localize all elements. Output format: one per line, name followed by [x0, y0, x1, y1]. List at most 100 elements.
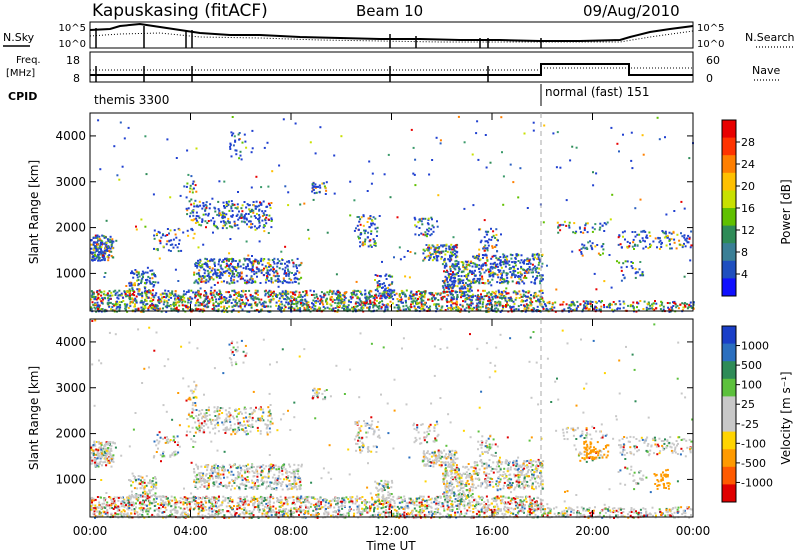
echo-cell — [282, 291, 285, 294]
echo-cell — [295, 265, 298, 268]
echo-cell — [192, 211, 195, 214]
echo-cell — [422, 307, 424, 310]
echo-cell — [601, 300, 603, 303]
echo-cell — [444, 291, 447, 293]
echo-cell — [233, 220, 236, 223]
echo-cell — [195, 272, 198, 275]
echo-cell — [448, 284, 451, 287]
echo-cell — [484, 244, 487, 247]
echo-cell — [232, 278, 235, 281]
echo-cell — [279, 303, 282, 306]
echo-cell — [226, 269, 229, 272]
echo-cell — [639, 274, 642, 277]
echo-cell — [469, 269, 471, 272]
echo-cell — [471, 302, 474, 305]
echo-cell — [313, 296, 316, 299]
echo-cell — [620, 246, 623, 249]
echo-cell — [145, 299, 148, 302]
echo-cell — [453, 307, 456, 310]
echo-cell — [476, 277, 479, 280]
echo-cell — [575, 309, 578, 312]
echo-cell — [623, 230, 626, 233]
echo-cell — [414, 300, 417, 303]
colorbar-tick-label: 16 — [741, 202, 755, 215]
echo-cell — [201, 275, 204, 277]
echo-cell — [299, 308, 302, 311]
echo-cell — [343, 309, 346, 312]
echo-cell — [281, 290, 284, 293]
echo-cell — [595, 172, 598, 175]
echo-cell — [155, 292, 158, 295]
echo-cell — [221, 260, 224, 263]
echo-cell — [212, 278, 215, 281]
echo-cell — [406, 250, 409, 252]
echo-cell — [576, 300, 579, 303]
echo-cell — [235, 269, 238, 272]
echo-cell — [535, 267, 538, 270]
echo-cell — [108, 294, 111, 297]
echo-cell — [491, 296, 494, 299]
echo-cell — [648, 231, 651, 234]
echo-cell — [168, 305, 170, 308]
echo-cell — [177, 310, 180, 313]
echo-cell — [177, 451, 180, 454]
echo-cell — [423, 294, 426, 297]
echo-cell — [137, 478, 140, 481]
echo-cell — [174, 233, 177, 236]
echo-cell — [218, 413, 221, 416]
echo-cell — [180, 298, 183, 301]
echo-cell — [187, 398, 190, 401]
echo-cell — [519, 278, 522, 281]
echo-cell — [233, 417, 235, 420]
echo-cell — [356, 305, 359, 307]
echo-cell — [223, 305, 226, 308]
echo-cell — [134, 308, 137, 311]
echo-cell — [387, 286, 389, 289]
echo-cell — [565, 224, 568, 227]
echo-cell — [114, 303, 117, 306]
echo-cell — [102, 254, 105, 257]
echo-cell — [592, 171, 594, 174]
echo-cell — [220, 280, 223, 283]
echo-cell — [518, 282, 521, 285]
echo-cell — [448, 260, 451, 263]
echo-cell — [156, 433, 159, 436]
echo-cell — [238, 408, 241, 410]
echo-cell — [173, 436, 176, 439]
echo-cell — [132, 276, 135, 279]
echo-cell — [506, 255, 509, 258]
echo-cell — [194, 280, 197, 283]
echo-cell — [137, 307, 140, 310]
echo-cell — [512, 291, 515, 294]
echo-cell — [590, 305, 592, 308]
echo-cell — [165, 296, 168, 299]
echo-cell — [451, 301, 454, 304]
echo-cell — [185, 196, 188, 199]
echo-cell — [315, 300, 318, 302]
echo-cell — [111, 306, 114, 309]
echo-cell — [234, 408, 237, 411]
echo-cell — [369, 303, 372, 305]
echo-cell — [214, 265, 216, 267]
echo-cell — [430, 216, 433, 219]
echo-cell — [354, 302, 357, 305]
echo-cell — [112, 290, 115, 293]
echo-cell — [245, 212, 248, 215]
echo-cell — [280, 295, 283, 298]
echo-cell — [213, 263, 216, 266]
echo-cell — [177, 294, 180, 297]
echo-cell — [658, 241, 661, 244]
echo-cell — [383, 282, 385, 285]
echo-cell — [359, 223, 362, 226]
echo-cell — [102, 253, 105, 255]
echo-cell — [541, 274, 544, 277]
echo-cell — [455, 244, 458, 247]
echo-cell — [212, 419, 215, 422]
echo-cell — [435, 259, 438, 262]
echo-cell — [536, 275, 539, 277]
echo-cell — [206, 258, 208, 261]
echo-cell — [536, 252, 539, 255]
freq-tick-low: 8 — [73, 72, 80, 85]
echo-cell — [199, 287, 202, 290]
echo-cell — [410, 306, 413, 308]
